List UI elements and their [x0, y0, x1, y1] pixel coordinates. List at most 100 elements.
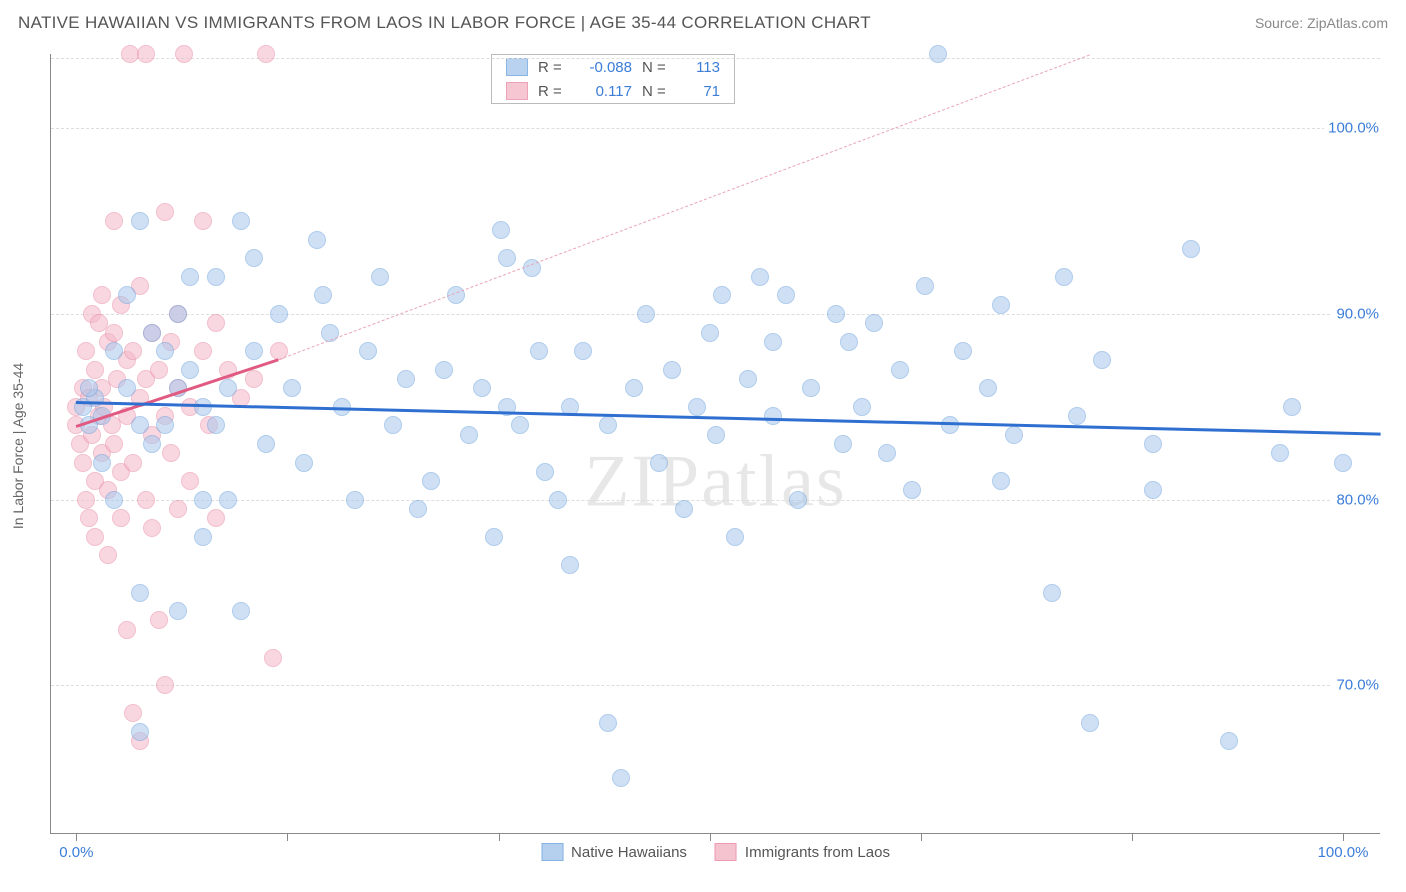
data-point: [777, 286, 795, 304]
data-point: [688, 398, 706, 416]
data-point: [118, 286, 136, 304]
gridline: [51, 685, 1380, 686]
data-point: [121, 45, 139, 63]
data-point: [169, 305, 187, 323]
data-point: [150, 611, 168, 629]
gridline: [51, 128, 1380, 129]
data-point: [1144, 481, 1162, 499]
data-point: [137, 45, 155, 63]
data-point: [1081, 714, 1099, 732]
data-point: [650, 454, 668, 472]
data-point: [599, 714, 617, 732]
data-point: [169, 602, 187, 620]
data-point: [1043, 584, 1061, 602]
data-point: [219, 379, 237, 397]
data-point: [701, 324, 719, 342]
data-point: [485, 528, 503, 546]
data-point: [460, 426, 478, 444]
data-point: [143, 435, 161, 453]
y-tick-label: 80.0%: [1332, 491, 1383, 508]
chart-title: NATIVE HAWAIIAN VS IMMIGRANTS FROM LAOS …: [18, 13, 871, 33]
x-tick-label: 100.0%: [1318, 844, 1369, 861]
data-point: [181, 268, 199, 286]
data-point: [1334, 454, 1352, 472]
data-point: [840, 333, 858, 351]
data-point: [207, 509, 225, 527]
data-point: [891, 361, 909, 379]
data-point: [498, 249, 516, 267]
legend-label: Native Hawaiians: [571, 844, 687, 861]
data-point: [245, 342, 263, 360]
data-point: [1093, 351, 1111, 369]
data-point: [131, 212, 149, 230]
gridline: [51, 58, 1380, 59]
data-point: [124, 454, 142, 472]
data-point: [992, 472, 1010, 490]
data-point: [232, 602, 250, 620]
data-point: [308, 231, 326, 249]
data-point: [384, 416, 402, 434]
data-point: [232, 212, 250, 230]
data-point: [713, 286, 731, 304]
data-point: [105, 212, 123, 230]
data-point: [751, 268, 769, 286]
data-point: [118, 379, 136, 397]
data-point: [194, 528, 212, 546]
stats-label: R =: [538, 83, 566, 100]
data-point: [156, 342, 174, 360]
data-point: [834, 435, 852, 453]
data-point: [764, 407, 782, 425]
data-point: [397, 370, 415, 388]
data-point: [853, 398, 871, 416]
x-tick-label: 0.0%: [59, 844, 93, 861]
data-point: [77, 491, 95, 509]
data-point: [1005, 426, 1023, 444]
data-point: [156, 676, 174, 694]
data-point: [625, 379, 643, 397]
data-point: [169, 500, 187, 518]
data-point: [283, 379, 301, 397]
data-point: [181, 472, 199, 490]
data-point: [194, 212, 212, 230]
data-point: [105, 342, 123, 360]
data-point: [150, 361, 168, 379]
data-point: [118, 621, 136, 639]
data-point: [1283, 398, 1301, 416]
data-point: [264, 649, 282, 667]
data-point: [359, 342, 377, 360]
data-point: [175, 45, 193, 63]
data-point: [194, 491, 212, 509]
data-point: [86, 528, 104, 546]
data-point: [207, 416, 225, 434]
data-point: [194, 398, 212, 416]
data-point: [143, 519, 161, 537]
stats-label: R =: [538, 59, 566, 76]
data-point: [257, 45, 275, 63]
data-point: [207, 314, 225, 332]
data-point: [409, 500, 427, 518]
series-legend: Native HawaiiansImmigrants from Laos: [541, 843, 890, 861]
data-point: [827, 305, 845, 323]
data-point: [707, 426, 725, 444]
y-axis-title: In Labor Force | Age 35-44: [10, 363, 26, 529]
data-point: [903, 481, 921, 499]
data-point: [530, 342, 548, 360]
data-point: [979, 379, 997, 397]
source-attribution: Source: ZipAtlas.com: [1255, 15, 1388, 31]
x-tick-mark: [1343, 833, 1344, 841]
stats-legend-row: R =0.117N =71: [492, 79, 734, 103]
data-point: [511, 416, 529, 434]
data-point: [789, 491, 807, 509]
data-point: [1144, 435, 1162, 453]
data-point: [80, 379, 98, 397]
data-point: [346, 491, 364, 509]
data-point: [74, 454, 92, 472]
x-tick-mark: [76, 833, 77, 841]
stats-label: N =: [642, 59, 670, 76]
data-point: [156, 416, 174, 434]
data-point: [435, 361, 453, 379]
stats-r-value: 0.117: [576, 83, 632, 100]
x-tick-mark: [921, 833, 922, 841]
data-point: [865, 314, 883, 332]
gridline: [51, 500, 1380, 501]
